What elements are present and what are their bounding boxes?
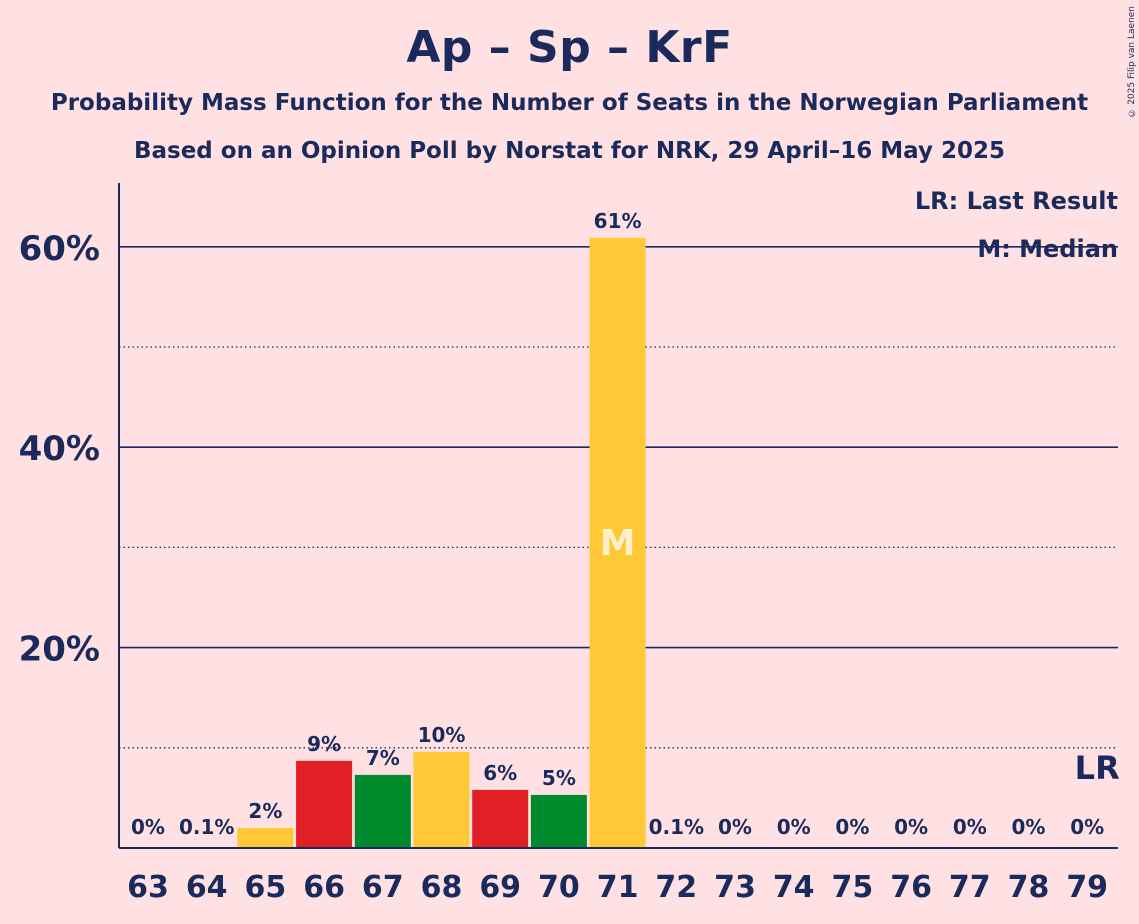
value-label-72: 0.1% (649, 815, 704, 839)
value-label-74: 0% (777, 815, 811, 839)
last-result-marker: LR (1075, 749, 1120, 787)
chart-title: Ap – Sp – KrF (406, 22, 733, 73)
legend-median: M: Median (977, 235, 1118, 263)
x-tick-label-63: 63 (127, 870, 169, 905)
value-label-64: 0.1% (179, 815, 234, 839)
bar-71 (589, 237, 646, 849)
value-label-70: 5% (542, 766, 576, 790)
x-tick-label-70: 70 (538, 870, 580, 905)
x-tick-label-77: 77 (949, 870, 991, 905)
value-label-63: 0% (131, 815, 165, 839)
y-tick-label: 40% (19, 429, 100, 469)
y-tick-label: 20% (19, 630, 100, 670)
x-tick-label-66: 66 (303, 870, 345, 905)
chart-source: Based on an Opinion Poll by Norstat for … (133, 138, 1006, 164)
value-label-75: 0% (835, 815, 869, 839)
value-label-73: 0% (718, 815, 752, 839)
x-tick-label-69: 69 (479, 870, 521, 905)
value-label-66: 9% (307, 732, 341, 756)
x-tick-label-78: 78 (1008, 870, 1050, 905)
value-label-77: 0% (953, 815, 987, 839)
bar-67 (354, 774, 411, 848)
x-tick-label-73: 73 (714, 870, 756, 905)
bar-65 (237, 827, 294, 848)
y-tick-label: 60% (19, 229, 100, 269)
bar-70 (530, 794, 587, 848)
x-tick-label-74: 74 (773, 870, 815, 905)
x-tick-label-75: 75 (832, 870, 874, 905)
value-label-79: 0% (1070, 815, 1104, 839)
median-marker: M (600, 523, 636, 564)
value-label-68: 10% (418, 723, 466, 747)
bar-66 (296, 760, 353, 848)
value-label-67: 7% (366, 746, 400, 770)
bar-69 (472, 789, 529, 848)
bar-68 (413, 751, 470, 848)
x-tick-label-76: 76 (890, 870, 932, 905)
legend-last-result: LR: Last Result (915, 187, 1118, 215)
value-label-69: 6% (483, 761, 517, 785)
x-tick-label-71: 71 (597, 870, 639, 905)
x-tick-label-67: 67 (362, 870, 404, 905)
x-tick-label-72: 72 (655, 870, 697, 905)
x-tick-label-68: 68 (421, 870, 463, 905)
chart-subtitle: Probability Mass Function for the Number… (50, 90, 1089, 116)
x-tick-label-65: 65 (245, 870, 287, 905)
x-tick-label-79: 79 (1066, 870, 1108, 905)
value-label-71: 61% (594, 209, 642, 233)
x-tick-label-64: 64 (186, 870, 228, 905)
value-label-65: 2% (248, 799, 282, 823)
value-label-78: 0% (1012, 815, 1046, 839)
value-label-76: 0% (894, 815, 928, 839)
